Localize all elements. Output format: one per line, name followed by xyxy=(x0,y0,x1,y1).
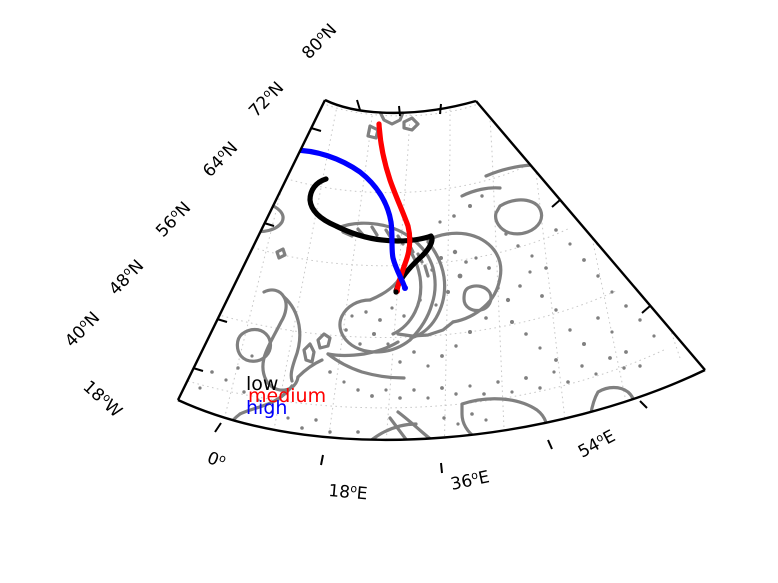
label-36E-degree: o xyxy=(470,468,480,482)
coast-bothnia-east xyxy=(409,240,447,340)
svg-text:40oN: 40oN xyxy=(60,307,104,351)
coast-ireland xyxy=(235,327,273,363)
coast-france-atlantic xyxy=(238,384,294,416)
label-36E-hemi: E xyxy=(477,467,492,489)
meridian-9E xyxy=(324,100,381,440)
parallel-80N xyxy=(321,102,479,117)
label-64N: 64oN xyxy=(198,137,242,181)
label-36E-value: 36 xyxy=(449,471,474,495)
svg-text:54oE: 54oE xyxy=(574,426,618,463)
coast-greece xyxy=(444,434,494,440)
legend: low medium high xyxy=(246,373,326,419)
coast-karelia xyxy=(451,248,503,324)
label-48N: 48oN xyxy=(104,255,148,299)
ticks-top xyxy=(356,99,442,117)
label-40N: 40oN xyxy=(60,307,104,351)
coast-svalbard-b xyxy=(402,116,420,132)
meridian-18E xyxy=(383,100,415,440)
label-54E-hemi: E xyxy=(600,426,619,449)
label-0: 0o xyxy=(204,447,228,473)
svg-text:0o: 0o xyxy=(204,447,228,473)
coast-islets xyxy=(186,194,656,440)
label-18E-hemi: E xyxy=(356,484,368,505)
coast-white-sea xyxy=(494,198,544,236)
label-18E-value: 18 xyxy=(328,481,351,503)
label-54E: 54oE xyxy=(574,426,619,463)
svg-text:72oN: 72oN xyxy=(244,77,288,121)
coast-gb-east xyxy=(282,295,302,383)
coast-kolaguba xyxy=(460,186,502,198)
endpoint-low xyxy=(393,289,399,295)
coast-jutland xyxy=(302,342,316,364)
frame-bottom-arc xyxy=(177,368,706,441)
ticks-right xyxy=(551,199,651,314)
ticks-left xyxy=(192,127,322,372)
coast-finland-north xyxy=(426,231,496,252)
trajectory-medium xyxy=(376,121,413,293)
trajectory-low xyxy=(307,176,435,294)
parallel-56N xyxy=(178,289,619,338)
coast-turkey xyxy=(490,436,576,440)
legend-item-medium: medium xyxy=(248,385,326,407)
label-56N: 56oN xyxy=(151,197,195,241)
meridian-36E xyxy=(485,100,506,440)
coast-baltic-south xyxy=(326,340,400,358)
coast-denmark xyxy=(316,332,332,350)
coast-adriatic xyxy=(396,410,448,440)
parallel-72N xyxy=(257,166,525,194)
meridian-54E xyxy=(553,100,626,398)
meridian-0 xyxy=(269,100,349,440)
svg-text:80oN: 80oN xyxy=(297,19,341,63)
ticks-bottom xyxy=(214,400,648,474)
coast-lake-ladoga xyxy=(462,284,493,313)
parallel-48N xyxy=(178,348,667,409)
parallel-64N xyxy=(205,227,571,267)
trajectory-endpoints xyxy=(393,285,408,295)
endpoint-high xyxy=(402,285,408,291)
frame-right xyxy=(475,100,706,371)
coast-netherlands xyxy=(296,358,324,379)
label-36E: 36oE xyxy=(449,466,492,495)
trajectories xyxy=(289,121,435,294)
coast-norway-south xyxy=(338,298,412,354)
coast-faroes xyxy=(275,247,287,260)
coast-poland xyxy=(326,352,406,380)
svg-text:64oN: 64oN xyxy=(198,137,242,181)
label-18E: 18oE xyxy=(328,480,369,504)
svg-text:18oE: 18oE xyxy=(328,480,369,504)
trajectory-high xyxy=(289,147,408,291)
legend-item-low: low xyxy=(246,373,278,395)
label-18E-degree: o xyxy=(350,482,358,496)
svg-text:56oN: 56oN xyxy=(151,197,195,241)
coast-med-north xyxy=(356,422,418,440)
legend-item-high: high xyxy=(246,397,287,419)
label-18W: 18oW xyxy=(79,376,127,422)
svg-text:18oW: 18oW xyxy=(79,376,127,422)
map-frame xyxy=(176,98,706,441)
label-80N: 80oN xyxy=(297,19,341,63)
svg-text:36oE: 36oE xyxy=(449,466,492,495)
svg-text:48oN: 48oN xyxy=(104,255,148,299)
meridian-27E xyxy=(443,100,451,440)
coast-svalbard-c xyxy=(366,124,380,140)
label-0-degree: o xyxy=(217,451,228,466)
frame-left xyxy=(176,99,327,401)
coast-italy xyxy=(388,416,444,440)
label-72N: 72oN xyxy=(244,77,288,121)
ticks xyxy=(192,99,651,474)
coast-iberia-south xyxy=(296,446,358,452)
frame-top-arc xyxy=(324,98,477,115)
coast-gulf-finland xyxy=(396,320,455,338)
